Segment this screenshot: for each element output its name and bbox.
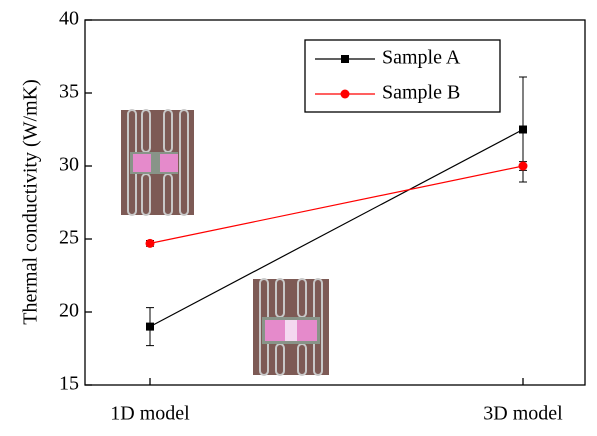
y-tick-label: 25: [59, 227, 79, 249]
x-tick-label: 3D model: [483, 403, 563, 425]
legend-label: Sample B: [382, 82, 460, 104]
y-tick-label: 40: [59, 8, 79, 30]
plot-frame: [84, 19, 586, 386]
y-tick-label: 30: [59, 154, 79, 176]
series-line: [149, 128, 524, 328]
data-point: [145, 238, 155, 248]
x-tick-label: 1D model: [110, 403, 190, 425]
inset-image: [121, 109, 194, 216]
y-tick-label: 20: [59, 300, 79, 322]
y-axis-label: Thermal conductivity (W/mK): [20, 79, 42, 324]
legend-box: [304, 39, 501, 113]
legend-marker: [341, 55, 349, 63]
inset-image: [253, 278, 329, 376]
y-tick-label: 15: [59, 373, 79, 395]
legend-marker: [340, 89, 350, 99]
y-tick-label: 35: [59, 81, 79, 103]
series-line: [149, 165, 524, 244]
data-point: [146, 322, 154, 331]
data-point: [519, 125, 527, 134]
legend-label: Sample A: [382, 47, 461, 69]
data-point: [518, 161, 528, 171]
